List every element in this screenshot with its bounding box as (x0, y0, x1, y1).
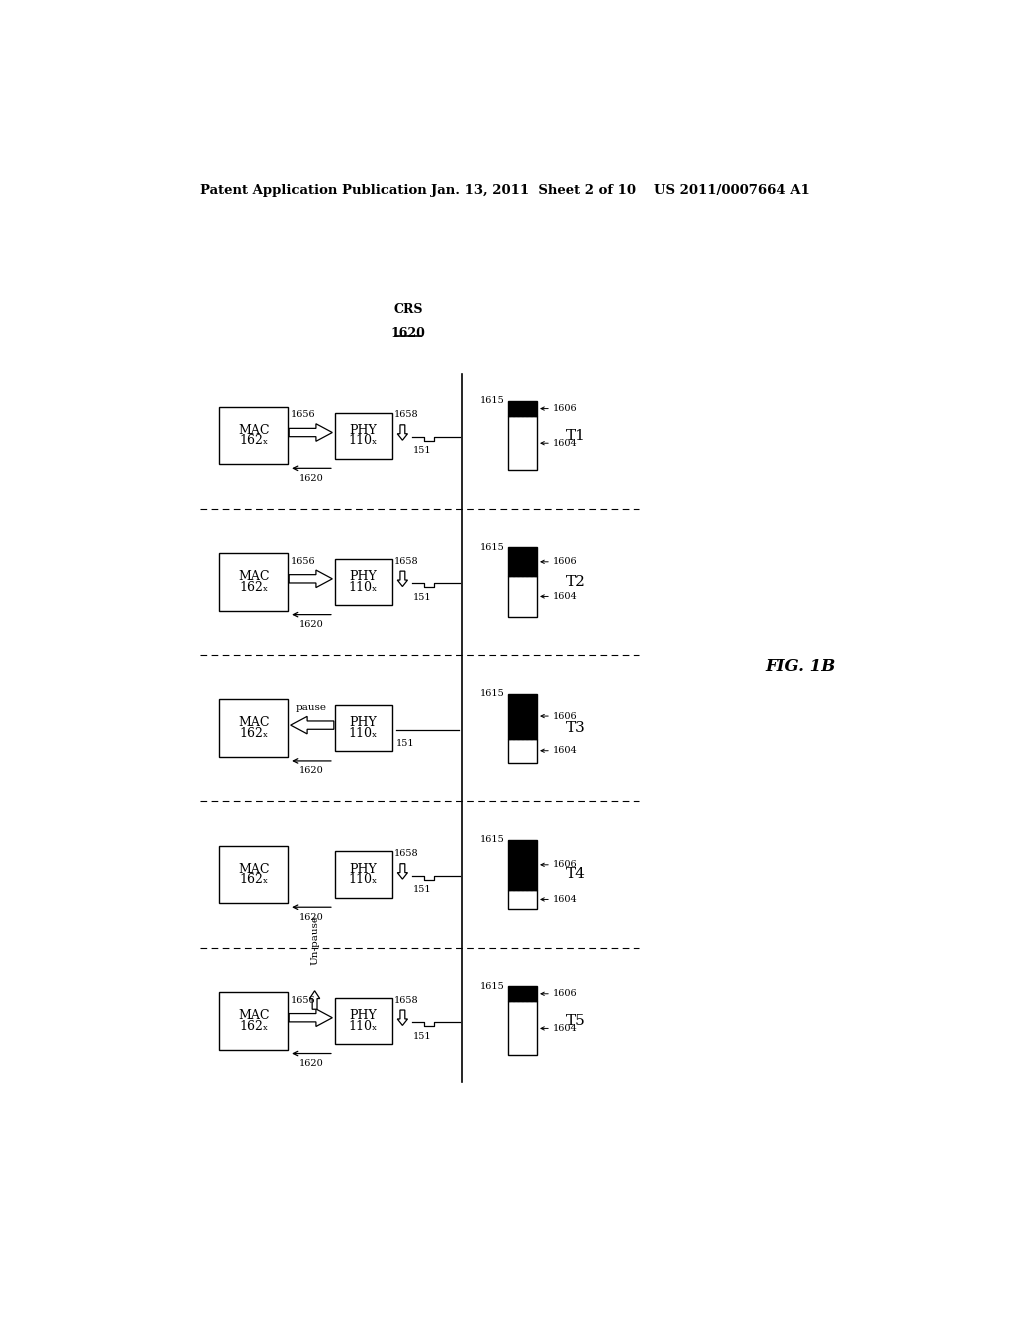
Text: 1658: 1658 (394, 557, 419, 566)
Text: pause: pause (296, 704, 327, 711)
Text: US 2011/0007664 A1: US 2011/0007664 A1 (654, 185, 810, 197)
Text: 1620: 1620 (390, 327, 425, 341)
FancyArrow shape (397, 572, 408, 586)
Text: 162ₓ: 162ₓ (240, 581, 268, 594)
Text: 1656: 1656 (291, 995, 315, 1005)
Text: 1606: 1606 (553, 557, 578, 566)
Text: 162ₓ: 162ₓ (240, 727, 268, 741)
Bar (508, 401, 538, 416)
FancyArrow shape (397, 425, 408, 441)
Text: FIG. 1B: FIG. 1B (765, 659, 836, 675)
FancyArrow shape (291, 717, 334, 734)
FancyArrow shape (289, 1008, 333, 1027)
Bar (335, 998, 392, 1044)
Text: 1658: 1658 (394, 995, 419, 1005)
Text: 1658: 1658 (394, 411, 419, 420)
FancyArrow shape (289, 570, 333, 587)
Text: 1604: 1604 (553, 746, 578, 755)
Text: T3: T3 (565, 721, 586, 735)
Text: 1656: 1656 (291, 557, 315, 566)
Text: 110ₓ: 110ₓ (349, 874, 378, 887)
Bar (508, 693, 538, 739)
Text: 110ₓ: 110ₓ (349, 581, 378, 594)
Text: 1606: 1606 (553, 404, 578, 413)
Text: 162ₓ: 162ₓ (240, 1019, 268, 1032)
Text: PHY: PHY (349, 862, 378, 875)
Bar (219, 700, 289, 758)
Text: 162ₓ: 162ₓ (240, 874, 268, 887)
Text: 1604: 1604 (553, 895, 578, 904)
Bar (219, 991, 289, 1049)
FancyArrow shape (289, 424, 333, 441)
Text: 162ₓ: 162ₓ (240, 434, 268, 447)
Text: 1615: 1615 (480, 836, 505, 845)
Text: 1620: 1620 (299, 1059, 324, 1068)
Text: T1: T1 (565, 429, 586, 442)
Text: PHY: PHY (349, 1008, 378, 1022)
Text: PHY: PHY (349, 570, 378, 583)
Text: 1656: 1656 (291, 411, 315, 420)
Text: MAC: MAC (238, 1008, 269, 1022)
Bar (335, 851, 392, 898)
Bar (219, 407, 289, 465)
Text: PHY: PHY (349, 717, 378, 730)
Text: 1604: 1604 (553, 438, 578, 447)
Text: 1604: 1604 (553, 591, 578, 601)
Text: MAC: MAC (238, 717, 269, 730)
Bar (335, 412, 392, 459)
Text: 151: 151 (413, 446, 431, 455)
Text: 151: 151 (396, 739, 415, 748)
Text: 1620: 1620 (299, 474, 324, 483)
Text: MAC: MAC (238, 424, 269, 437)
Bar (335, 705, 392, 751)
Text: 1620: 1620 (299, 620, 324, 630)
Text: Jan. 13, 2011  Sheet 2 of 10: Jan. 13, 2011 Sheet 2 of 10 (431, 185, 636, 197)
Text: 151: 151 (413, 1032, 431, 1040)
Bar (508, 416, 538, 470)
Text: MAC: MAC (238, 570, 269, 583)
Text: T5: T5 (565, 1014, 586, 1028)
Bar (508, 739, 538, 763)
FancyArrow shape (397, 1010, 408, 1026)
Text: 1620: 1620 (299, 912, 324, 921)
Text: T4: T4 (565, 867, 586, 882)
Bar (335, 558, 392, 605)
Text: 1615: 1615 (480, 543, 505, 552)
Text: 151: 151 (413, 886, 431, 894)
Bar (508, 840, 538, 890)
Text: 1604: 1604 (553, 1024, 578, 1034)
Bar (219, 553, 289, 611)
Bar (508, 1002, 538, 1056)
Bar (508, 577, 538, 616)
Text: 110ₓ: 110ₓ (349, 434, 378, 447)
Text: 1620: 1620 (299, 767, 324, 775)
Text: 1658: 1658 (394, 849, 419, 858)
FancyArrow shape (309, 991, 319, 1010)
Text: 110ₓ: 110ₓ (349, 727, 378, 741)
Text: 1606: 1606 (553, 989, 578, 998)
Text: CRS: CRS (393, 304, 423, 317)
Text: T2: T2 (565, 576, 586, 589)
Bar (508, 548, 538, 577)
Bar (508, 890, 538, 909)
Text: MAC: MAC (238, 862, 269, 875)
Text: 151: 151 (413, 593, 431, 602)
FancyArrow shape (397, 863, 408, 879)
Text: PHY: PHY (349, 424, 378, 437)
Bar (219, 846, 289, 903)
Text: Un-pause: Un-pause (310, 915, 319, 965)
Text: 1615: 1615 (480, 689, 505, 698)
Text: Patent Application Publication: Patent Application Publication (200, 185, 427, 197)
Text: 1615: 1615 (480, 982, 505, 990)
Text: 110ₓ: 110ₓ (349, 1019, 378, 1032)
Bar (508, 986, 538, 1002)
Text: 1606: 1606 (553, 861, 578, 870)
Text: 1606: 1606 (553, 711, 578, 721)
Text: 1615: 1615 (480, 396, 505, 405)
